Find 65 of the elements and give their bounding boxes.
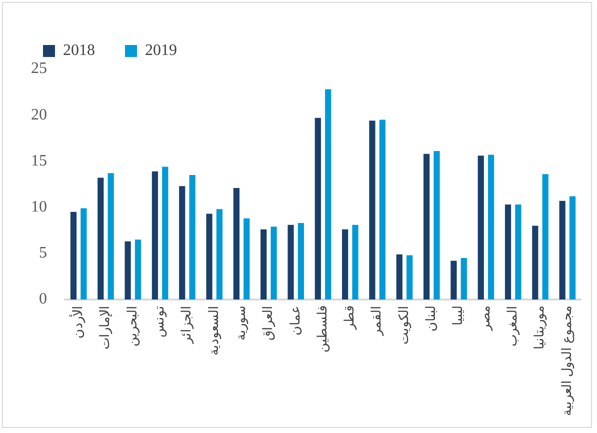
bar <box>504 204 512 300</box>
x-tick-label: الأردن <box>69 306 86 338</box>
bar <box>515 204 522 300</box>
bar <box>450 260 457 300</box>
bar <box>314 118 321 300</box>
bar <box>369 120 376 300</box>
bar <box>179 186 186 300</box>
x-tick-label: مجموع الدول العربية <box>558 306 575 416</box>
x-tick-label: الإمارات <box>97 306 114 350</box>
x-tick-label: الجزائر <box>178 306 195 344</box>
bar <box>532 226 538 300</box>
bar <box>342 229 348 300</box>
bar <box>134 240 142 300</box>
x-tick-label: سورية <box>232 306 249 340</box>
bar <box>478 156 484 300</box>
bar <box>559 200 566 300</box>
x-tick-label: المغرب <box>504 306 521 346</box>
x-tick-label: البحرين <box>124 306 140 346</box>
x-tick-label: لبنان <box>423 306 438 332</box>
x-tick-label: عمان <box>287 306 302 336</box>
legend-label: 2019 <box>145 42 177 60</box>
bar <box>270 226 277 300</box>
bar <box>80 208 87 300</box>
bar <box>260 229 267 300</box>
bar <box>406 255 413 300</box>
x-tick-label: القمر <box>368 306 385 336</box>
y-tick-label: 25 <box>31 60 47 78</box>
bar <box>325 89 332 300</box>
bar <box>216 209 223 300</box>
bar <box>396 254 402 300</box>
bar <box>124 241 131 300</box>
y-tick-label: 5 <box>39 244 47 262</box>
legend-label: 2018 <box>63 42 95 60</box>
bar <box>288 224 294 300</box>
x-tick-label: الكويت <box>396 306 412 344</box>
bar <box>352 224 358 300</box>
x-tick-label: مصر <box>477 306 494 332</box>
bar <box>233 188 240 300</box>
bar <box>152 171 158 300</box>
bar <box>108 173 114 300</box>
x-tick-label: قطر <box>342 306 358 330</box>
bar <box>70 212 77 300</box>
bar <box>244 218 250 300</box>
bar <box>206 214 212 300</box>
bar <box>434 151 440 300</box>
x-tick-label: موريتانيا <box>532 306 548 350</box>
x-tick-label: العراق <box>260 306 276 340</box>
y-tick-label: 15 <box>31 152 47 170</box>
bar <box>162 166 168 300</box>
x-tick-label: تونس <box>151 306 168 338</box>
y-tick-label: 20 <box>31 106 47 124</box>
x-tick-label: فلسطين <box>314 306 330 352</box>
bar <box>189 175 196 300</box>
x-tick-label: ليبيا <box>450 306 466 326</box>
y-tick-label: 10 <box>31 198 47 216</box>
y-tick-label: 0 <box>39 290 47 308</box>
bar <box>298 222 304 300</box>
bar <box>488 154 494 300</box>
bar <box>542 174 548 300</box>
bar <box>98 178 104 300</box>
bar <box>423 154 430 300</box>
bar <box>569 196 576 300</box>
bar <box>379 120 386 300</box>
x-tick-label: السعودية <box>206 306 222 356</box>
bar <box>460 258 467 300</box>
